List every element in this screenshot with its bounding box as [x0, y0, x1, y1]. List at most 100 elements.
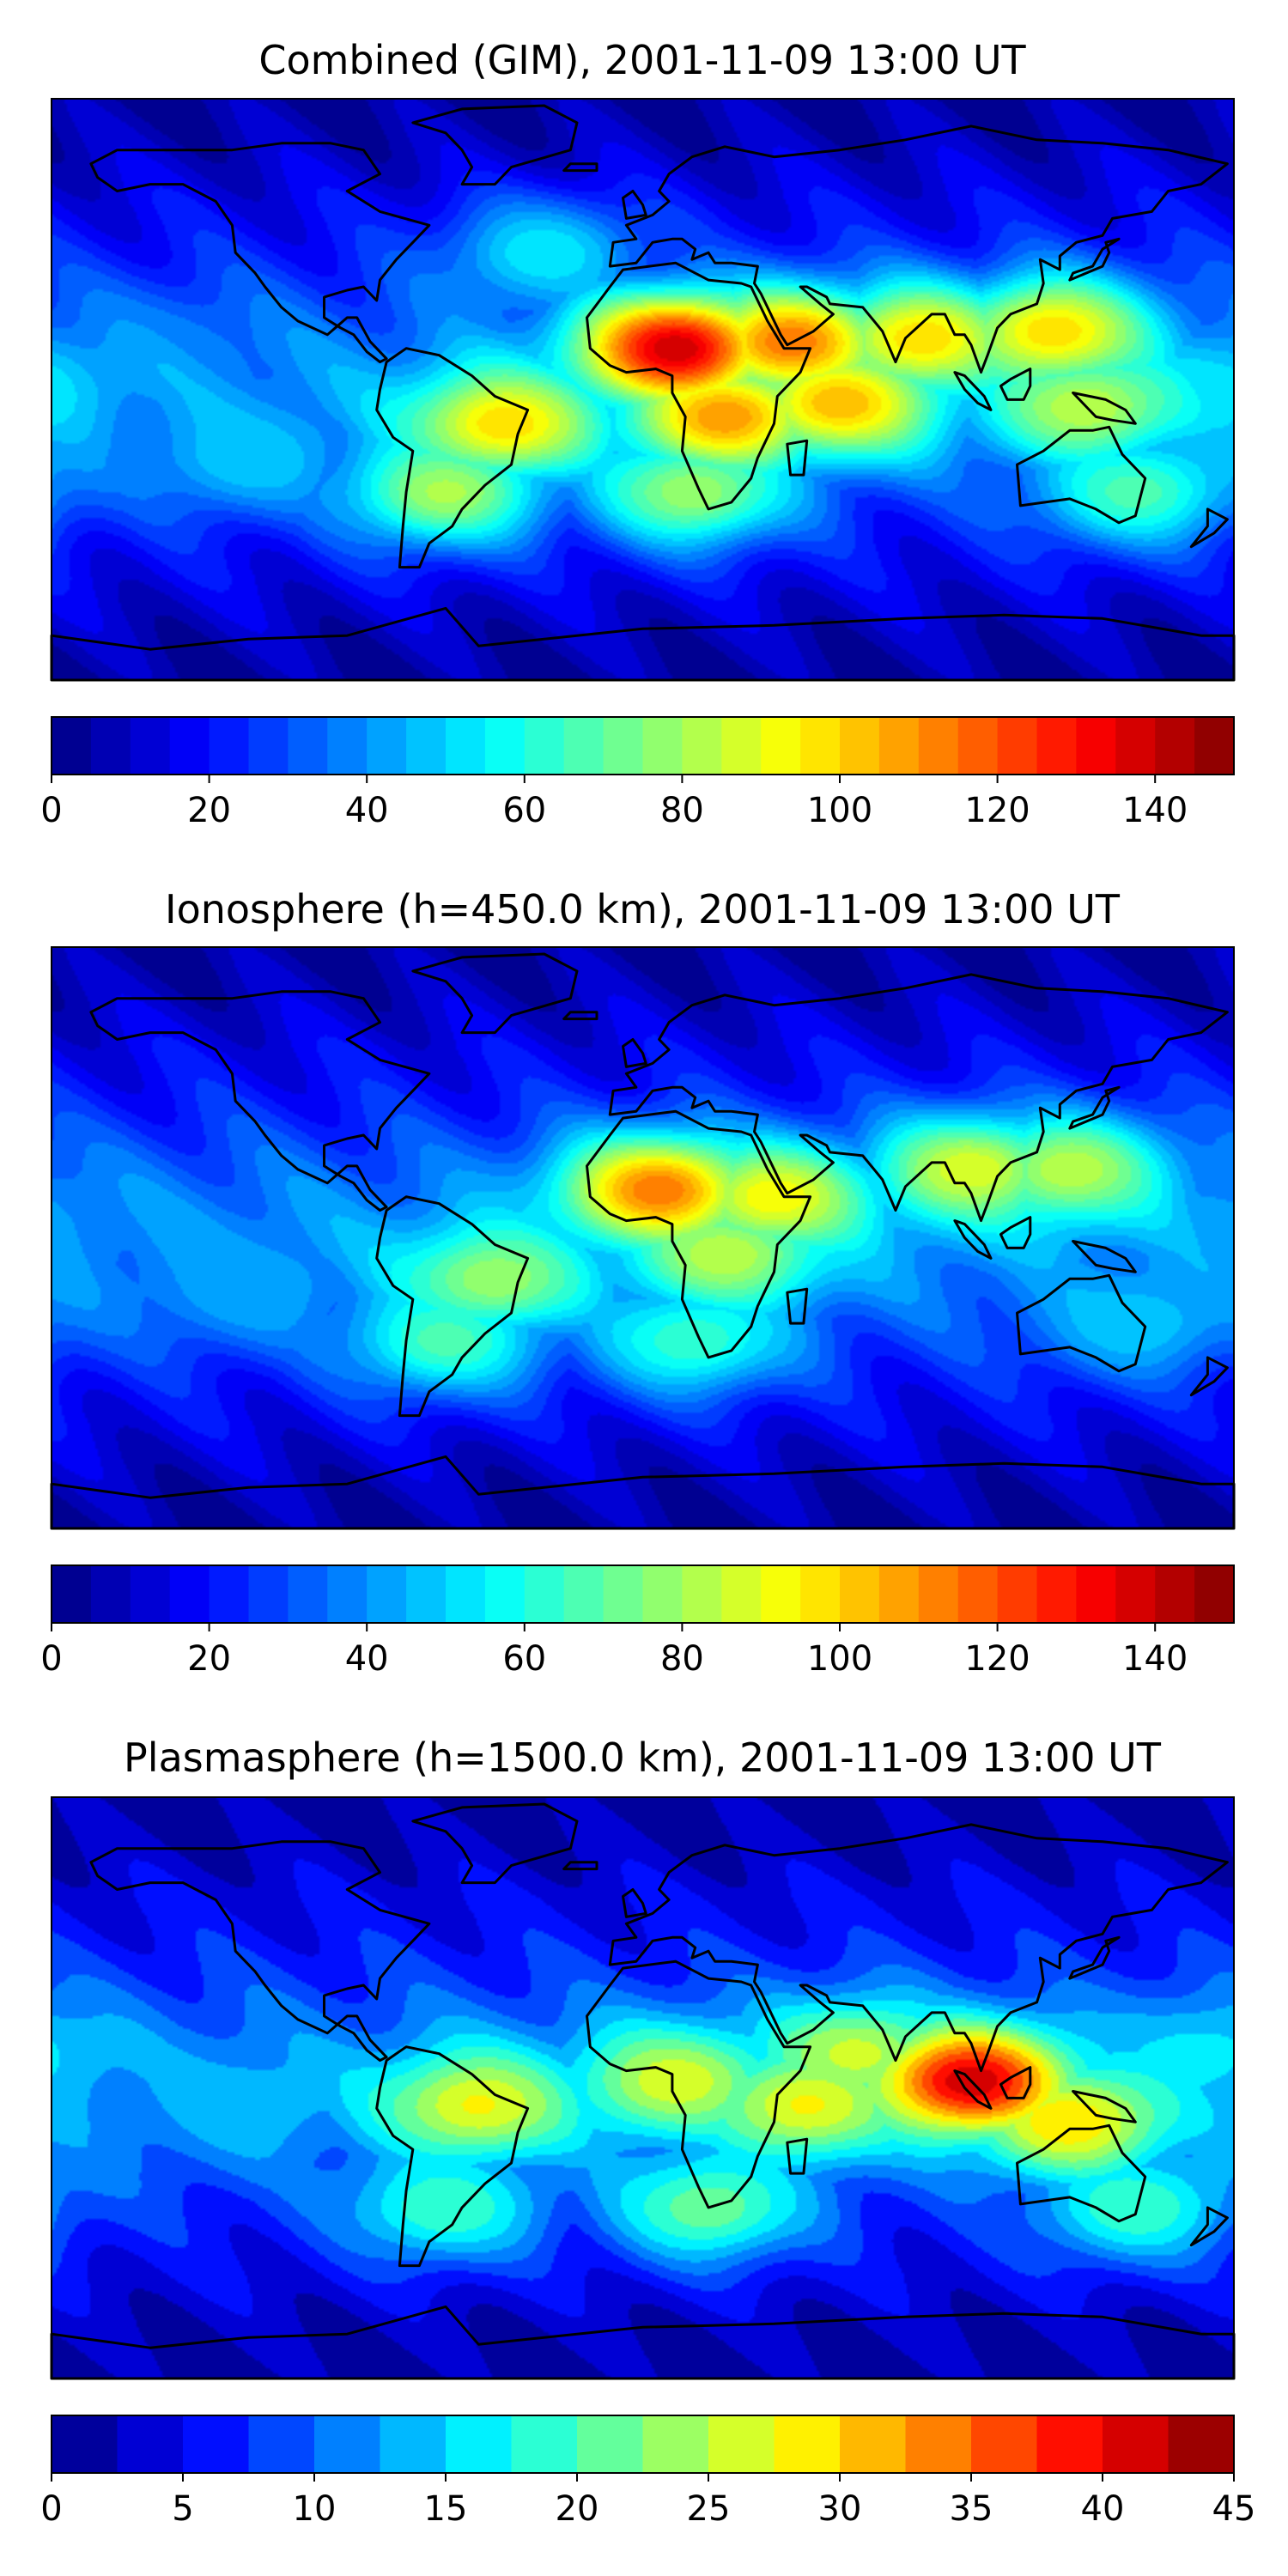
- coastline-path: [586, 1109, 812, 1359]
- colorbar-segment: [327, 717, 368, 775]
- map-frame-plasmasphere: [51, 1796, 1235, 2379]
- colorbar-segment: [446, 717, 486, 775]
- coastline-path: [411, 1802, 579, 1885]
- colorbar-segment: [1155, 717, 1195, 775]
- colorbar-segment: [642, 1565, 683, 1623]
- colorbar-tick-label: 35: [950, 2489, 993, 2529]
- coastline-path: [608, 973, 1229, 1223]
- colorbar-tick-label: 30: [818, 2489, 862, 2529]
- colorbar-segment: [957, 1565, 999, 1623]
- colorbar-segment: [603, 1565, 644, 1623]
- coastline-path: [999, 368, 1032, 401]
- colorbar-segment: [248, 2415, 315, 2473]
- colorbar-tick-label: 120: [964, 791, 1030, 830]
- map-heatmap-combined: [52, 99, 1234, 680]
- colorbar-segment: [209, 717, 250, 775]
- colorbar-segment: [918, 717, 959, 775]
- coastline-path: [786, 1287, 809, 1325]
- coastline-path: [586, 1959, 812, 2209]
- colorbar-segment: [446, 2415, 513, 2473]
- coastline-path: [622, 1038, 647, 1068]
- colorbar-ionosphere: 0 20 40 60 80 100 120 140: [40, 1564, 1235, 1679]
- colorbar-segment: [1168, 2415, 1235, 2473]
- coastline-path: [1068, 1935, 1121, 1980]
- colorbar-tick-label: 60: [502, 791, 546, 830]
- coastline-path: [1189, 507, 1229, 549]
- coastline-path: [89, 990, 431, 1212]
- colorbar-segment: [209, 1565, 250, 1623]
- colorbar-segment: [446, 1565, 486, 1623]
- panel-title-combined: Combined (GIM), 2001-11-09 13:00 UT: [258, 37, 1026, 83]
- colorbar-segment: [997, 1565, 1038, 1623]
- coastline-path: [562, 162, 598, 173]
- colorbar-segment: [971, 2415, 1038, 2473]
- coastline-path: [562, 1011, 598, 1021]
- colorbar-segment: [288, 1565, 328, 1623]
- coastline-path: [1016, 1273, 1147, 1373]
- colorbar-tick-label: 20: [556, 2489, 599, 2529]
- colorbar-segment: [524, 1565, 565, 1623]
- coastline-path: [622, 190, 647, 220]
- colorbar-tick-label: 0: [40, 791, 62, 830]
- colorbar-tick-label: 5: [172, 2489, 193, 2529]
- coastline-path: [1016, 425, 1147, 525]
- colorbar-segment: [682, 1565, 722, 1623]
- colorbar-tick-label: 10: [293, 2489, 337, 2529]
- colorbar-segment: [642, 717, 683, 775]
- colorbar-segment: [997, 717, 1038, 775]
- colorbar-segment: [406, 717, 447, 775]
- colorbar-tick-label: 0: [40, 1639, 62, 1679]
- colorbar-tick-label: 25: [687, 2489, 731, 2529]
- colorbar-frame: [51, 1564, 1235, 1624]
- coastline-path: [375, 2045, 530, 2268]
- coastline-path: [562, 1861, 598, 1871]
- colorbar-segment: [248, 717, 289, 775]
- colorbar-segment: [52, 2415, 118, 2473]
- coastline-path: [89, 142, 431, 364]
- coastline-path: [89, 1840, 431, 2063]
- colorbar-segment: [905, 2415, 972, 2473]
- colorbar-tick-label: 80: [660, 791, 704, 830]
- coastline-path: [622, 1888, 647, 1918]
- map-heatmap-ionosphere: [52, 947, 1234, 1528]
- colorbar-segment: [406, 1565, 447, 1623]
- colorbar-tick-label: 60: [502, 1639, 546, 1679]
- colorbar-segment: [1036, 2415, 1103, 2473]
- colorbar-plasmasphere: 0 5 10 15 20 25 30 35 40 45: [40, 2415, 1255, 2529]
- coastline-path: [375, 347, 530, 569]
- colorbar-segment: [314, 2415, 381, 2473]
- colorbar-segment: [918, 1565, 959, 1623]
- colorbar-combined: 0 20 40 60 80 100 120 140: [40, 716, 1235, 830]
- coastline-path: [786, 439, 809, 477]
- colorbar-segment: [1115, 717, 1156, 775]
- map-heatmap-plasmasphere: [52, 1797, 1234, 2379]
- colorbar-tick-label: 80: [660, 1639, 704, 1679]
- coastline-path: [1072, 1240, 1137, 1273]
- colorbar-segment: [1076, 1565, 1116, 1623]
- coastline-path: [786, 2137, 809, 2175]
- coastline-path: [1189, 1356, 1229, 1397]
- map-area-plasmasphere: [50, 1796, 1236, 2380]
- colorbar-segment: [878, 1565, 920, 1623]
- coastline-path: [411, 104, 579, 186]
- panel-title-plasmasphere: Plasmasphere (h=1500.0 km), 2001-11-09 1…: [124, 1735, 1162, 1781]
- colorbar-segment: [708, 2415, 775, 2473]
- map-frame-ionosphere: [51, 946, 1235, 1529]
- colorbar-segment: [840, 717, 880, 775]
- colorbar-segment: [957, 717, 999, 775]
- colorbar-segment: [484, 1565, 526, 1623]
- coastline-path: [953, 2069, 993, 2110]
- coastline-path: [1068, 1085, 1121, 1130]
- colorbar-segment: [878, 717, 920, 775]
- colorbar-tick-label: 20: [187, 1639, 231, 1679]
- colorbar-segment: [1115, 1565, 1156, 1623]
- coastline-path: [586, 261, 812, 511]
- colorbar-segment: [90, 717, 131, 775]
- colorbar-tick-label: 140: [1122, 1639, 1188, 1679]
- colorbar-segment: [130, 717, 171, 775]
- colorbar-segment: [183, 2415, 250, 2473]
- colorbar-frame: [51, 716, 1235, 775]
- colorbar-segment: [800, 1565, 841, 1623]
- coastline-path: [1068, 237, 1121, 282]
